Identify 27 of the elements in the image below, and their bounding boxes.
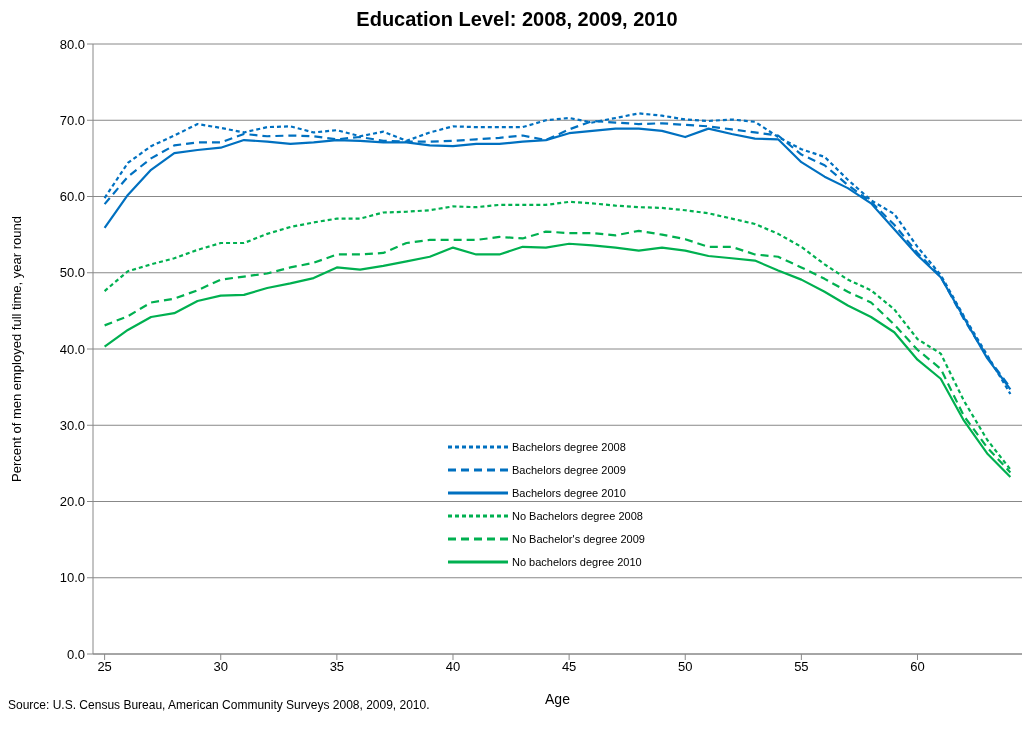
y-tick-label: 30.0 [59, 417, 85, 433]
x-tick-label: 25 [97, 659, 112, 675]
legend-label: Bachelors degree 2008 [512, 440, 626, 453]
y-tick-label: 80.0 [59, 36, 85, 52]
y-tick-label: 10.0 [59, 570, 85, 586]
x-tick-label: 60 [910, 659, 925, 675]
x-tick-label: 55 [794, 659, 809, 675]
y-tick-label: 50.0 [59, 265, 85, 281]
legend-label: No Bachelor's degree 2009 [512, 532, 645, 545]
y-tick-label: 60.0 [59, 189, 85, 205]
y-axis-title: Percent of men employed full time, year round [8, 216, 24, 482]
y-tick-label: 40.0 [59, 341, 85, 357]
x-tick-label: 50 [678, 659, 693, 675]
legend-label: Bachelors degree 2010 [512, 486, 626, 499]
x-tick-label: 40 [445, 659, 461, 675]
x-tick-label: 45 [561, 659, 577, 675]
legend-label: No Bachelors degree 2008 [512, 509, 643, 522]
y-tick-label: 70.0 [59, 112, 85, 128]
x-tick-label: 35 [329, 659, 345, 675]
source-note: Source: U.S. Census Bureau, American Community Surveys 2008, 2009, 2010. [8, 698, 430, 712]
legend-label: No bachelors degree 2010 [512, 555, 642, 568]
x-axis-title: Age [545, 691, 571, 707]
legend-label: Bachelors degree 2009 [512, 463, 626, 476]
chart-title: Education Level: 2008, 2009, 2010 [355, 8, 679, 32]
y-tick-label: 0.0 [66, 646, 85, 662]
y-tick-label: 20.0 [59, 494, 85, 510]
x-tick-label: 30 [213, 659, 228, 675]
